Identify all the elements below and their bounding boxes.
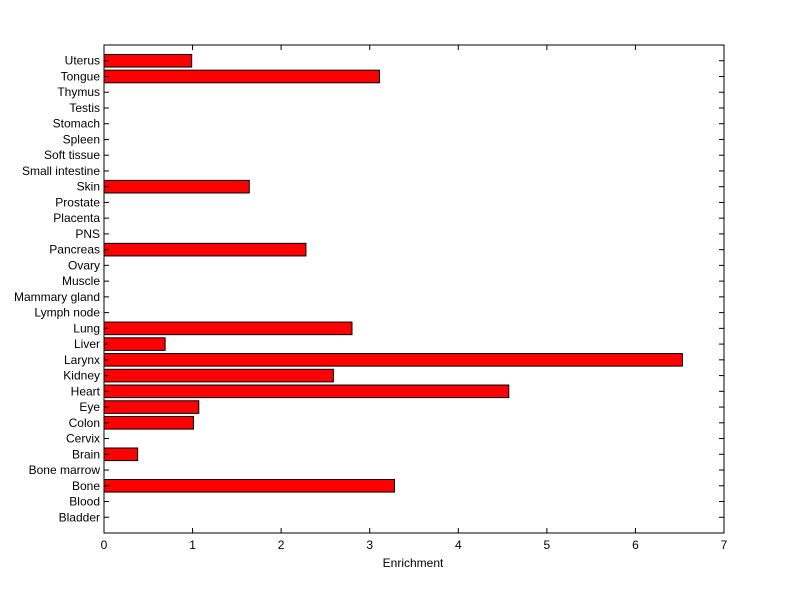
y-tick-label: Blood (69, 495, 100, 509)
bar-larynx (103, 353, 683, 367)
bar-pancreas (103, 242, 307, 257)
bar-colon (103, 416, 194, 430)
x-tick-label: 5 (544, 538, 551, 552)
y-tick-label: Eye (79, 400, 100, 414)
x-tick-label: 0 (101, 538, 108, 552)
x-tick-label: 7 (721, 538, 728, 552)
y-tick-label: Heart (71, 384, 101, 398)
y-tick-label: Skin (77, 180, 100, 194)
x-tick-label: 6 (632, 538, 639, 552)
x-tick-label: 4 (455, 538, 462, 552)
y-tick-label: Testis (69, 101, 100, 115)
x-axis-label: Enrichment (383, 556, 444, 570)
y-tick-label: Spleen (63, 132, 100, 146)
y-tick-label: Brain (72, 447, 100, 461)
y-tick-label: Thymus (57, 85, 100, 99)
y-tick-label: Small intestine (22, 164, 100, 178)
bar-lung (103, 321, 353, 336)
y-tick-label: Tongue (61, 69, 101, 83)
bar-eye (103, 400, 200, 414)
bar-kidney (103, 368, 334, 383)
bar-heart (103, 384, 510, 399)
y-tick-label: Kidney (63, 369, 100, 383)
bar-skin (103, 179, 250, 194)
y-tick-label: Larynx (64, 353, 100, 367)
y-tick-label: Bone marrow (29, 463, 101, 477)
y-tick-label: Prostate (55, 195, 100, 209)
x-tick-label: 3 (366, 538, 373, 552)
bar-liver (103, 337, 166, 351)
bar-brain (103, 447, 139, 462)
y-tick-label: Lymph node (34, 306, 100, 320)
y-tick-label: Pancreas (49, 243, 100, 257)
bar-uterus (103, 53, 193, 68)
y-tick-label: Muscle (62, 274, 100, 288)
y-tick-label: Bone (72, 479, 100, 493)
x-tick-label: 1 (189, 538, 196, 552)
y-tick-label: Uterus (65, 54, 100, 68)
bars-layer (103, 53, 683, 493)
y-tick-label: PNS (75, 227, 100, 241)
y-tick-label: Colon (69, 416, 100, 430)
y-tick-label: Placenta (53, 211, 100, 225)
bar-bone (103, 478, 396, 493)
y-tick-label: Ovary (68, 258, 100, 272)
y-tick-label: Stomach (53, 117, 100, 131)
y-tick-label: Bladder (59, 510, 100, 524)
y-tick-label: Liver (74, 337, 100, 351)
x-tick-labels: 0 1 2 3 4 5 6 7 (101, 538, 728, 552)
y-tick-label: Cervix (66, 432, 100, 446)
y-tick-label: Soft tissue (44, 148, 100, 162)
bar-tongue (103, 69, 380, 84)
x-tick-label: 2 (278, 538, 285, 552)
ticks-layer (103, 45, 725, 533)
y-tick-label: Mammary gland (14, 290, 100, 304)
y-tick-label: Lung (73, 321, 100, 335)
plot-area-frame (103, 44, 725, 534)
